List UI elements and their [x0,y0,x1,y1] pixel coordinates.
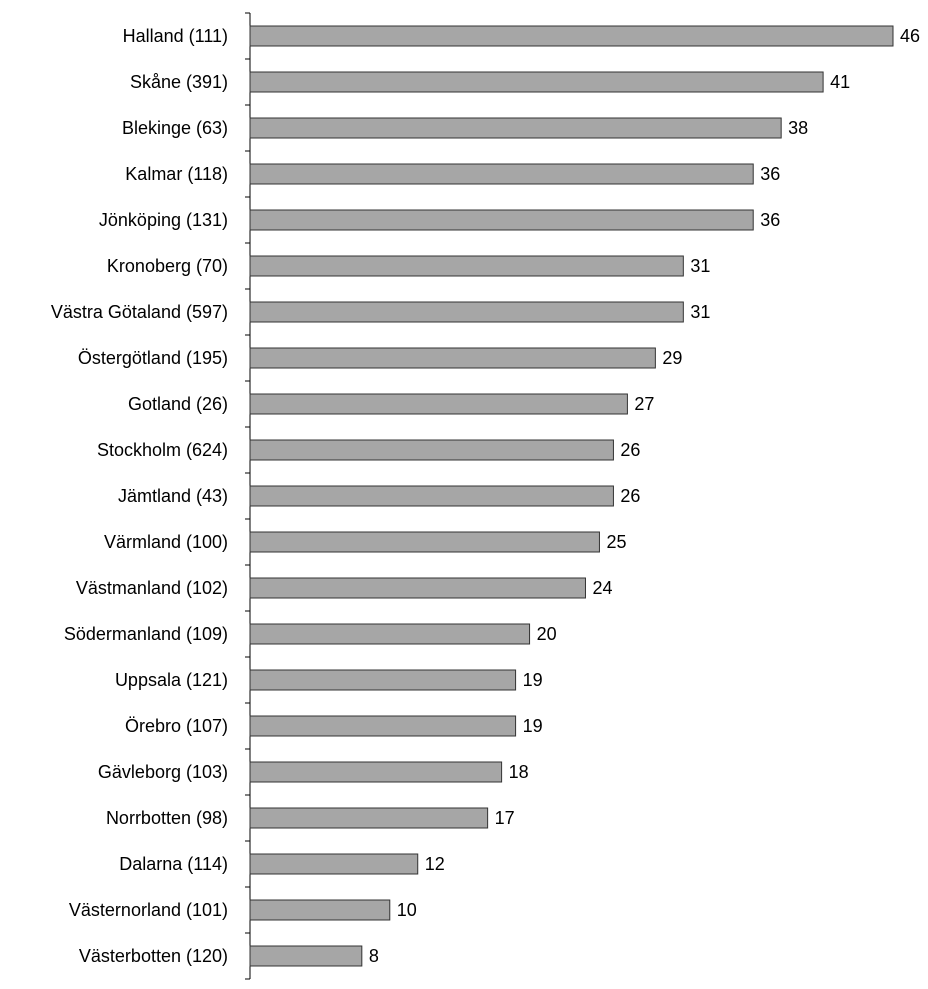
bar [249,485,614,507]
category-label: Jönköping (131) [99,210,228,230]
bar [249,25,894,47]
data-label: 18 [509,762,529,782]
bar [249,945,363,967]
bar [249,715,517,737]
bar [249,209,754,231]
bar [249,301,684,323]
bar [249,117,782,139]
category-label: Blekinge (63) [122,118,228,138]
data-label: 19 [523,670,543,690]
category-label: Dalarna (114) [119,854,228,874]
data-label: 38 [788,118,808,138]
bar [249,577,586,599]
bar [249,439,614,461]
category-label: Södermanland (109) [64,624,228,644]
category-label: Norrbotten (98) [106,808,228,828]
category-label: Skåne (391) [130,72,228,92]
axis-layer [245,12,251,980]
bar [249,393,628,415]
data-label: 12 [425,854,445,874]
category-label: Västerbotten (120) [79,946,228,966]
bar [249,899,391,921]
category-label: Kalmar (118) [125,164,228,184]
category-label: Värmland (100) [104,532,228,552]
category-label: Kronoberg (70) [107,256,228,276]
category-label: Västernorland (101) [69,900,228,920]
bar [249,623,531,645]
data-label: 31 [690,256,710,276]
data-label: 10 [397,900,417,920]
bar [249,163,754,185]
data-label: 36 [760,210,780,230]
data-label: 20 [537,624,557,644]
bar [249,669,517,691]
data-label: 41 [830,72,850,92]
category-label: Örebro (107) [125,716,228,736]
bar [249,761,503,783]
category-label: Västra Götaland (597) [51,302,228,322]
category-label: Jämtland (43) [118,486,228,506]
data-label: 19 [523,716,543,736]
data-label: 24 [592,578,612,598]
category-label: Gotland (26) [128,394,228,414]
category-label: Västmanland (102) [76,578,228,598]
category-label: Halland (111) [123,26,228,46]
data-label: 36 [760,164,780,184]
bar [249,347,656,369]
bar [249,531,600,553]
data-label: 8 [369,946,379,966]
category-label: Östergötland (195) [78,348,228,368]
labels-layer: Halland (111) 46 Skåne (391) 41 Blekinge (63… [51,26,920,966]
data-label: 17 [495,808,515,828]
data-label: 26 [620,440,640,460]
bar [249,853,419,875]
data-label: 25 [606,532,626,552]
category-label: Uppsala (121) [115,670,228,690]
bar [249,807,489,829]
bars-layer [249,25,894,967]
category-label: Stockholm (624) [97,440,228,460]
data-label: 31 [690,302,710,322]
data-label: 29 [662,348,682,368]
category-label: Gävleborg (103) [98,762,228,782]
data-label: 26 [620,486,640,506]
data-label: 27 [634,394,654,414]
data-label: 46 [900,26,920,46]
bar [249,71,824,93]
bar [249,255,684,277]
